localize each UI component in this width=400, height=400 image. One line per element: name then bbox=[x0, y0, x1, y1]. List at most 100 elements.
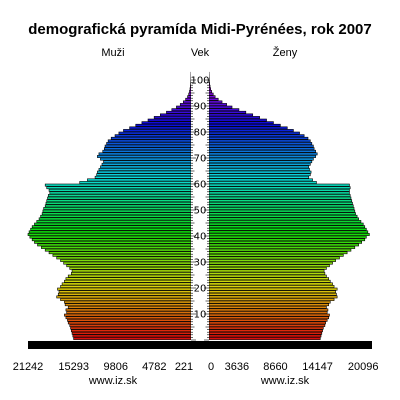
right-tick-label: 8660 bbox=[263, 361, 287, 373]
male-bar bbox=[41, 246, 192, 249]
female-bar bbox=[208, 100, 223, 104]
left-tick-label: 221 bbox=[175, 361, 193, 373]
male-bar bbox=[100, 165, 192, 169]
female-bar bbox=[208, 170, 312, 174]
female-bar bbox=[208, 129, 294, 132]
female-bar bbox=[208, 269, 325, 273]
male-bar bbox=[41, 212, 192, 216]
male-bar bbox=[63, 261, 192, 265]
left-tick-label: 9806 bbox=[104, 361, 128, 373]
male-bar bbox=[64, 313, 192, 317]
male-bar bbox=[114, 134, 192, 138]
male-bar bbox=[57, 287, 192, 291]
male-bar bbox=[31, 225, 192, 229]
female-bar bbox=[208, 147, 315, 151]
female-bar bbox=[208, 92, 214, 96]
female-bar bbox=[208, 212, 356, 216]
male-bar bbox=[70, 329, 192, 333]
male-bar bbox=[61, 282, 192, 286]
male-bar bbox=[71, 269, 192, 273]
male-bar bbox=[44, 204, 192, 208]
male-bar bbox=[66, 311, 192, 314]
male-bar bbox=[28, 230, 192, 234]
male-bar bbox=[176, 105, 192, 109]
male-bar bbox=[185, 97, 192, 101]
left-tick-label: 4782 bbox=[142, 361, 166, 373]
male-bar bbox=[42, 209, 192, 213]
male-bar bbox=[60, 259, 192, 262]
female-bar bbox=[208, 165, 310, 169]
female-bar bbox=[208, 303, 330, 307]
male-bar bbox=[67, 318, 192, 322]
male-bar bbox=[87, 178, 192, 182]
male-bar bbox=[58, 290, 192, 294]
female-bar bbox=[208, 152, 318, 156]
male-bar bbox=[47, 196, 192, 200]
male-bar bbox=[56, 295, 192, 299]
male-bar bbox=[106, 142, 192, 145]
female-bar bbox=[208, 134, 305, 138]
female-bar bbox=[208, 240, 362, 244]
male-bar bbox=[34, 222, 192, 226]
male-bar bbox=[64, 303, 192, 307]
female-bar bbox=[208, 272, 326, 275]
female-bar bbox=[208, 160, 313, 164]
female-bar bbox=[208, 139, 311, 143]
female-bar bbox=[208, 155, 316, 158]
left-tick-labels: 21242 15293 9806 4782 221 bbox=[13, 361, 193, 373]
female-bar bbox=[208, 209, 356, 213]
male-bar bbox=[44, 183, 192, 187]
right-tick-label: 3636 bbox=[225, 361, 249, 373]
female-bar bbox=[208, 121, 274, 125]
male-bar bbox=[110, 136, 192, 140]
female-bar bbox=[208, 191, 350, 195]
female-bar bbox=[208, 321, 326, 325]
female-bar bbox=[208, 178, 313, 182]
male-bar bbox=[97, 170, 192, 174]
age-tick-label: 20 bbox=[194, 284, 207, 295]
female-bar bbox=[208, 207, 355, 210]
female-bar bbox=[208, 248, 352, 252]
right-tick-label: 0 bbox=[208, 361, 214, 373]
male-bar bbox=[69, 266, 192, 270]
male-bar bbox=[52, 253, 192, 257]
male-bar bbox=[66, 264, 192, 268]
male-bar bbox=[97, 155, 192, 158]
female-bar bbox=[208, 230, 369, 234]
female-bar bbox=[208, 308, 329, 312]
male-bar bbox=[65, 316, 192, 320]
male-bar bbox=[102, 149, 192, 153]
female-bar bbox=[208, 337, 321, 340]
female-bar bbox=[208, 142, 313, 145]
female-bar bbox=[208, 214, 358, 218]
male-bar bbox=[147, 118, 192, 122]
center-age-column bbox=[191, 60, 209, 342]
age-tick-label: 10 bbox=[194, 310, 207, 321]
female-bar bbox=[208, 274, 327, 278]
female-bar bbox=[208, 225, 366, 229]
male-bar bbox=[48, 251, 192, 255]
age-tick-label: 90 bbox=[194, 102, 207, 113]
male-bar bbox=[189, 87, 192, 91]
male-bar bbox=[188, 92, 192, 96]
female-bar bbox=[208, 157, 314, 161]
female-bar bbox=[208, 298, 335, 301]
male-bar bbox=[171, 108, 192, 112]
female-bar bbox=[208, 181, 317, 184]
female-bar bbox=[208, 318, 328, 322]
female-bar bbox=[208, 277, 330, 281]
female-bar bbox=[208, 311, 328, 314]
male-bar bbox=[98, 152, 192, 156]
male-bar bbox=[103, 147, 192, 151]
footer-left-url: www.iz.sk bbox=[88, 375, 138, 387]
male-bar bbox=[101, 162, 192, 166]
female-bar bbox=[208, 149, 316, 153]
female-bar bbox=[208, 266, 327, 270]
male-bar bbox=[43, 207, 192, 210]
female-bar bbox=[208, 292, 337, 296]
right-tick-labels: 0 3636 8660 14147 20096 bbox=[208, 361, 379, 373]
male-bar bbox=[27, 233, 192, 236]
male-bar bbox=[57, 292, 192, 296]
right-series-label: Ženy bbox=[273, 46, 298, 59]
female-bar bbox=[208, 116, 260, 119]
